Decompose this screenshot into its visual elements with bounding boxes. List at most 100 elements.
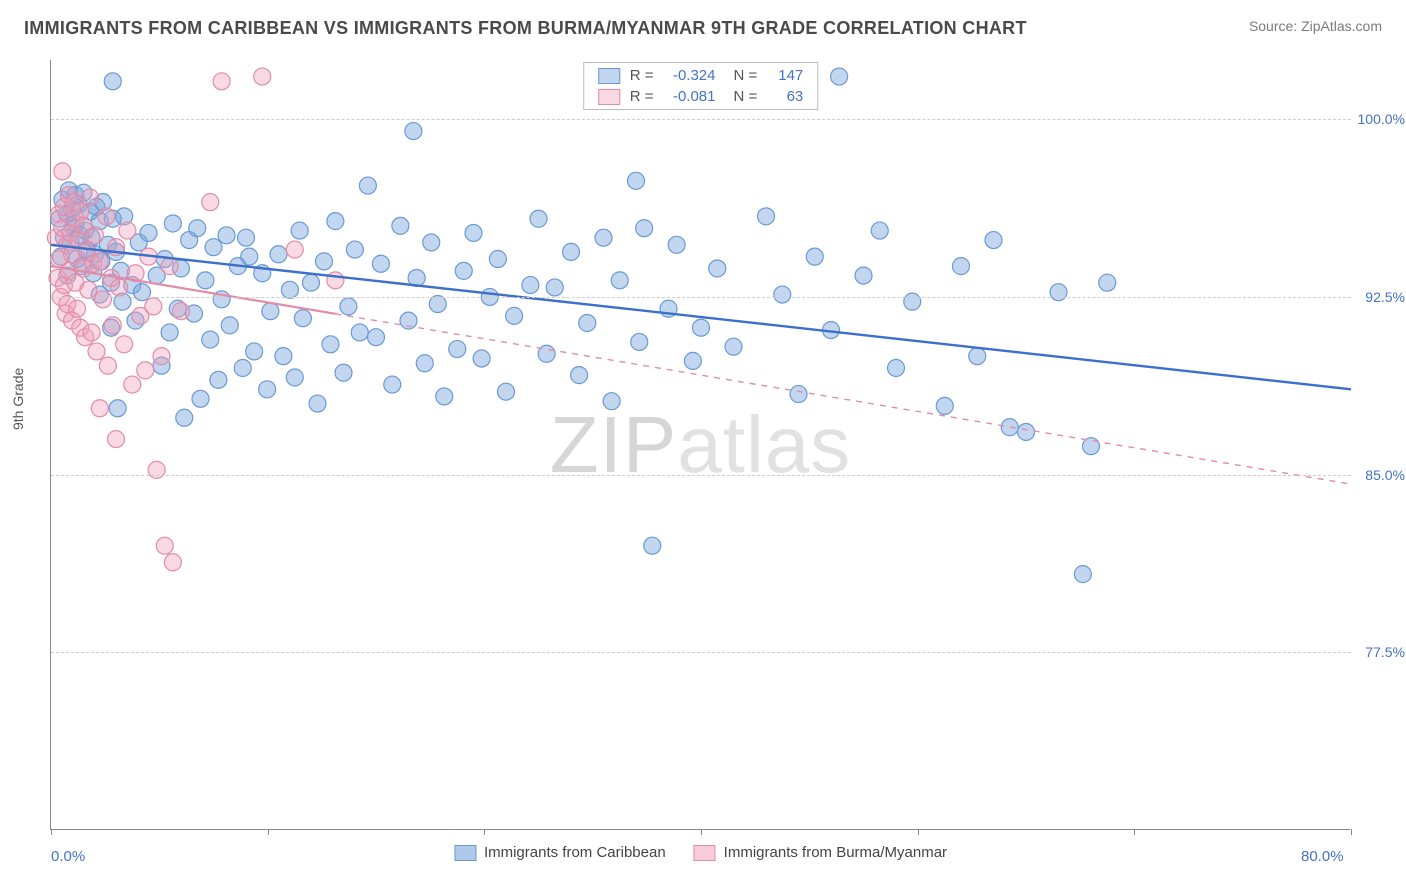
gridline [51,119,1351,120]
scatter-point-pink [148,461,165,478]
y-tick-label: 85.0% [1365,467,1405,483]
scatter-point-pink [80,281,97,298]
gridline [51,475,1351,476]
stats-n-value: 147 [767,67,803,84]
x-tick [918,829,919,835]
scatter-point-blue [693,319,710,336]
scatter-point-blue [275,348,292,365]
y-axis-label: 9th Grade [10,368,26,430]
scatter-point-blue [571,367,588,384]
scatter-point-blue [316,253,333,270]
scatter-point-blue [359,177,376,194]
scatter-point-blue [335,364,352,381]
gridline [51,652,1351,653]
scatter-point-blue [806,248,823,265]
stats-r-label: R = [630,88,654,105]
stats-row: R =-0.324N =147 [584,65,818,86]
scatter-point-blue [259,381,276,398]
scatter-point-pink [108,431,125,448]
x-range-label: 80.0% [1301,848,1344,865]
scatter-point-blue [164,215,181,232]
scatter-point-blue [189,220,206,237]
scatter-point-pink [153,348,170,365]
scatter-point-blue [327,213,344,230]
scatter-point-blue [270,246,287,263]
stats-n-label: N = [734,67,758,84]
scatter-point-pink [254,68,271,85]
scatter-point-blue [368,329,385,346]
y-tick-label: 92.5% [1365,289,1405,305]
scatter-point-blue [522,277,539,294]
stats-n-value: 63 [767,88,803,105]
scatter-point-pink [104,317,121,334]
scatter-point-blue [1083,438,1100,455]
scatter-point-blue [241,248,258,265]
scatter-point-blue [473,350,490,367]
scatter-point-blue [1018,423,1035,440]
source-link[interactable]: ZipAtlas.com [1301,18,1382,34]
x-range-label: 0.0% [51,848,85,865]
scatter-point-blue [725,338,742,355]
scatter-point-pink [83,324,100,341]
scatter-point-blue [546,279,563,296]
y-tick-label: 77.5% [1365,644,1405,660]
scatter-point-blue [985,232,1002,249]
stats-legend: R =-0.324N =147R =-0.081N =63 [583,62,819,110]
scatter-point-blue [303,274,320,291]
scatter-point-blue [563,243,580,260]
scatter-point-blue [392,217,409,234]
scatter-point-blue [969,348,986,365]
scatter-point-blue [346,241,363,258]
scatter-point-blue [936,397,953,414]
scatter-point-blue [709,260,726,277]
scatter-point-blue [221,317,238,334]
scatter-point-blue [309,395,326,412]
scatter-point-blue [202,331,219,348]
scatter-point-blue [855,267,872,284]
scatter-point-blue [668,236,685,253]
scatter-point-blue [238,229,255,246]
source-prefix: Source: [1249,18,1301,34]
scatter-point-blue [294,310,311,327]
stats-swatch [598,89,620,105]
scatter-point-blue [871,222,888,239]
plot-area: ZIPatlas R =-0.324N =147R =-0.081N =63 1… [50,60,1350,830]
scatter-point-blue [904,293,921,310]
scatter-point-blue [953,258,970,275]
scatter-svg [51,60,1351,830]
scatter-point-blue [579,314,596,331]
scatter-point-blue [109,400,126,417]
scatter-point-pink [173,303,190,320]
y-tick-label: 100.0% [1358,111,1405,127]
scatter-point-blue [774,286,791,303]
scatter-point-pink [124,376,141,393]
scatter-point-blue [636,220,653,237]
scatter-point-pink [54,163,71,180]
scatter-point-blue [340,298,357,315]
scatter-point-pink [95,291,112,308]
series-legend: Immigrants from CaribbeanImmigrants from… [454,844,947,861]
scatter-point-pink [156,537,173,554]
scatter-point-pink [327,272,344,289]
scatter-point-blue [449,341,466,358]
scatter-point-blue [628,172,645,189]
scatter-point-pink [286,241,303,258]
chart-title: IMMIGRANTS FROM CARIBBEAN VS IMMIGRANTS … [24,18,1027,39]
scatter-point-blue [218,227,235,244]
scatter-point-blue [455,262,472,279]
trendline-pink-dash [335,314,1351,484]
scatter-point-pink [161,258,178,275]
scatter-point-blue [192,390,209,407]
scatter-point-blue [262,303,279,320]
scatter-point-blue [603,393,620,410]
scatter-point-blue [104,73,121,90]
scatter-point-blue [888,360,905,377]
scatter-point-pink [69,300,86,317]
scatter-point-pink [99,357,116,374]
scatter-point-pink [137,362,154,379]
scatter-point-blue [1074,566,1091,583]
scatter-point-blue [351,324,368,341]
x-tick [1351,829,1352,835]
scatter-point-blue [384,376,401,393]
scatter-point-pink [213,73,230,90]
